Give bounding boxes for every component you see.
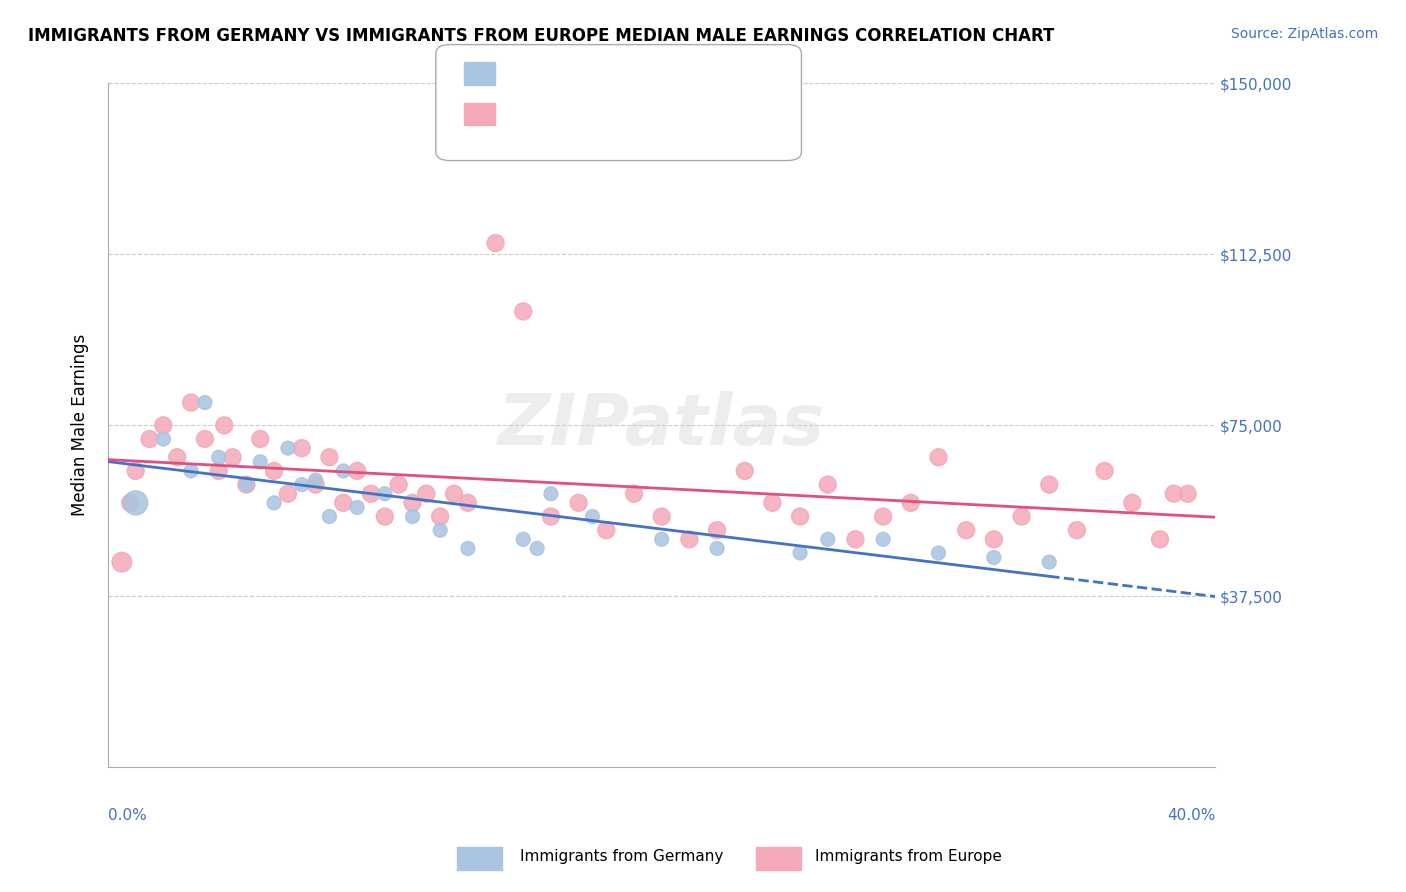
Point — [214, 418, 236, 433]
Point — [291, 477, 314, 491]
Point — [443, 487, 465, 501]
Point — [540, 509, 562, 524]
Point — [1038, 555, 1060, 569]
Point — [928, 450, 950, 465]
Point — [789, 509, 811, 524]
Point — [651, 509, 673, 524]
Text: 40.0%: 40.0% — [1167, 808, 1215, 823]
Point — [291, 441, 314, 455]
Point — [983, 533, 1005, 547]
Point — [581, 509, 603, 524]
Point — [332, 464, 354, 478]
Point — [374, 487, 396, 501]
Point — [844, 533, 866, 547]
Point — [152, 418, 174, 433]
Point — [457, 496, 479, 510]
Point — [1038, 477, 1060, 491]
Point — [429, 509, 451, 524]
Point — [180, 464, 202, 478]
Point — [304, 477, 326, 491]
Point — [138, 432, 160, 446]
Point — [415, 487, 437, 501]
Point — [1121, 496, 1143, 510]
Text: IMMIGRANTS FROM GERMANY VS IMMIGRANTS FROM EUROPE MEDIAN MALE EARNINGS CORRELATI: IMMIGRANTS FROM GERMANY VS IMMIGRANTS FR… — [28, 27, 1054, 45]
Point — [706, 541, 728, 556]
Y-axis label: Median Male Earnings: Median Male Earnings — [72, 334, 89, 516]
Point — [346, 464, 368, 478]
Point — [429, 523, 451, 537]
Point — [401, 509, 423, 524]
Point — [194, 432, 217, 446]
Point — [152, 432, 174, 446]
Point — [651, 533, 673, 547]
Text: Source: ZipAtlas.com: Source: ZipAtlas.com — [1230, 27, 1378, 41]
Point — [1177, 487, 1199, 501]
Point — [346, 500, 368, 515]
Point — [928, 546, 950, 560]
Point — [401, 496, 423, 510]
Point — [249, 432, 271, 446]
Point — [1163, 487, 1185, 501]
Point — [374, 509, 396, 524]
Point — [388, 477, 411, 491]
Point — [1066, 523, 1088, 537]
Point — [900, 496, 922, 510]
Point — [706, 523, 728, 537]
Text: 0.0%: 0.0% — [108, 808, 146, 823]
Point — [484, 235, 506, 250]
Point — [1149, 533, 1171, 547]
Point — [263, 464, 285, 478]
Point — [1011, 509, 1033, 524]
Point — [120, 496, 142, 510]
Point — [872, 509, 894, 524]
Point — [180, 395, 202, 409]
Point — [872, 533, 894, 547]
Text: R = -0.209   N = 55: R = -0.209 N = 55 — [503, 104, 666, 119]
Point — [318, 450, 340, 465]
Point — [111, 555, 134, 569]
Point — [277, 487, 299, 501]
Point — [817, 477, 839, 491]
Point — [761, 496, 783, 510]
Point — [1094, 464, 1116, 478]
Point — [235, 477, 257, 491]
Point — [208, 464, 231, 478]
Point — [263, 496, 285, 510]
Point — [235, 477, 257, 491]
Point — [568, 496, 591, 510]
Point — [789, 546, 811, 560]
Point — [124, 496, 146, 510]
Point — [512, 533, 534, 547]
Point — [623, 487, 645, 501]
Point — [512, 304, 534, 318]
Text: R = -0.560   N = 30: R = -0.560 N = 30 — [503, 64, 666, 78]
Point — [166, 450, 188, 465]
Point — [360, 487, 382, 501]
Point — [817, 533, 839, 547]
Text: Immigrants from Europe: Immigrants from Europe — [815, 849, 1002, 863]
Point — [249, 455, 271, 469]
Point — [124, 464, 146, 478]
Point — [955, 523, 977, 537]
Point — [540, 487, 562, 501]
Point — [304, 473, 326, 487]
Point — [332, 496, 354, 510]
Point — [277, 441, 299, 455]
Point — [318, 509, 340, 524]
Point — [734, 464, 756, 478]
Point — [678, 533, 700, 547]
Point — [983, 550, 1005, 565]
Point — [595, 523, 617, 537]
Point — [526, 541, 548, 556]
Point — [457, 541, 479, 556]
Point — [221, 450, 243, 465]
Text: ZIPatlas: ZIPatlas — [498, 391, 825, 460]
Text: Immigrants from Germany: Immigrants from Germany — [520, 849, 724, 863]
Point — [208, 450, 231, 465]
Point — [194, 395, 217, 409]
